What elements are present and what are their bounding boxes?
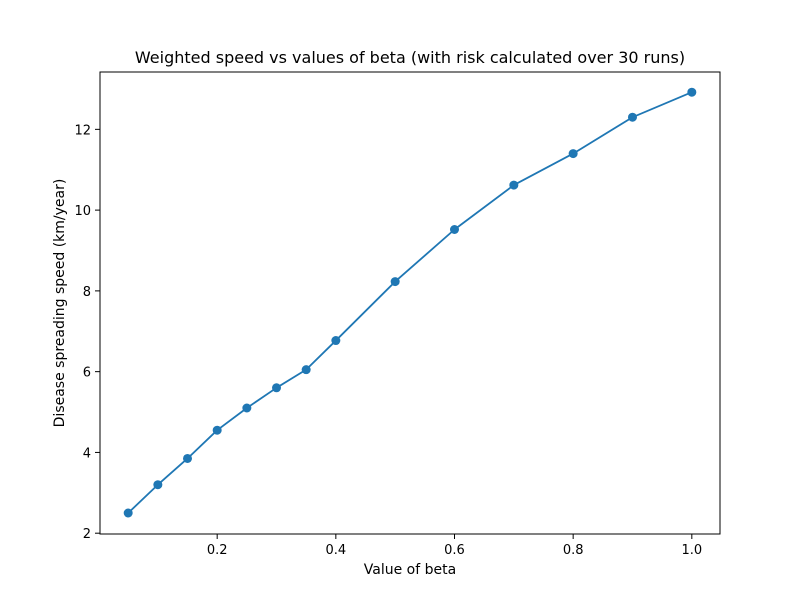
data-point (183, 453, 193, 463)
data-point (153, 480, 163, 490)
y-tick-label: 2 (83, 527, 91, 542)
data-point (331, 336, 341, 346)
y-tick-label: 6 (83, 366, 91, 381)
data-point (449, 225, 459, 234)
data-point (272, 383, 282, 393)
x-tick-label: 1.0 (681, 543, 702, 558)
data-point (509, 180, 519, 190)
y-tick-label: 12 (74, 123, 91, 138)
x-tick-label: 0.6 (444, 543, 465, 558)
plot-area: 0.2 0.4 0.6 0.8 1.0 2 4 6 8 10 12 (74, 71, 721, 558)
x-tick-label: 0.4 (325, 543, 346, 558)
x-axis-label: Value of beta (364, 562, 456, 578)
y-tick-label: 10 (74, 204, 91, 219)
y-axis-label: Disease spreading speed (km/year) (52, 179, 68, 428)
x-tick-label: 0.8 (563, 543, 584, 558)
chart-title: Weighted speed vs values of beta (with r… (135, 48, 685, 67)
data-point (242, 403, 252, 413)
y-tick-label: 8 (83, 285, 91, 300)
data-point (390, 277, 400, 287)
x-tick-label: 0.2 (207, 543, 228, 558)
data-point (568, 149, 578, 159)
data-point (123, 508, 133, 518)
data-point (687, 87, 697, 97)
data-point (301, 365, 311, 375)
series-line (127, 91, 693, 514)
y-tick-label: 4 (83, 446, 91, 461)
data-point (212, 425, 222, 435)
data-point (627, 112, 637, 122)
plot-frame (99, 71, 721, 535)
